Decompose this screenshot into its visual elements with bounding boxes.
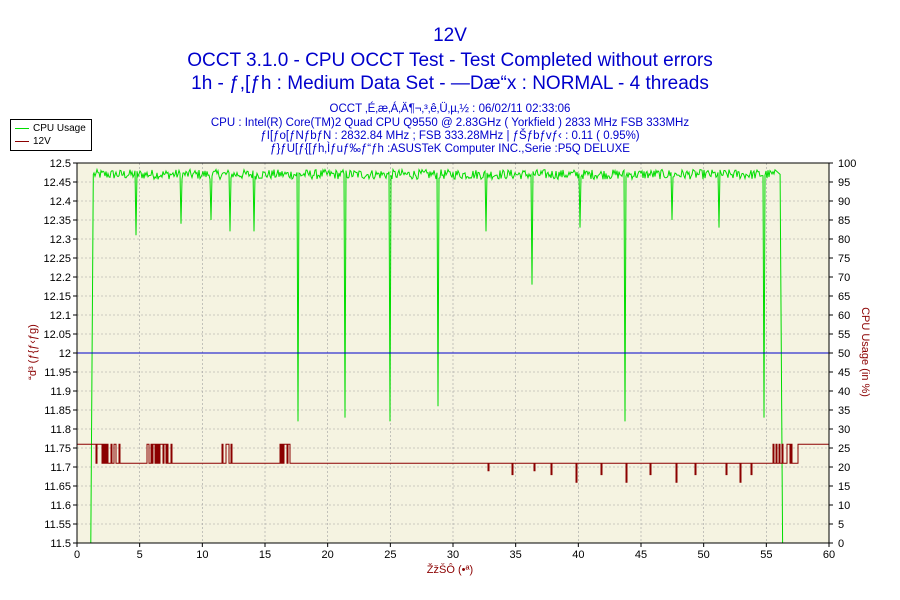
- y-right-tick-label: 85: [838, 215, 850, 227]
- y-right-tick-label: 90: [838, 196, 850, 208]
- x-tick-label: 20: [322, 549, 334, 561]
- y-right-tick-label: 95: [838, 177, 850, 189]
- plot-frame: [76, 162, 830, 544]
- series-line-12v: [77, 443, 829, 483]
- cpu-info-line: CPU : Intel(R) Core(TM)2 Quad CPU Q9550 …: [210, 117, 690, 129]
- y-left-tick-label: 11.95: [44, 367, 71, 379]
- y-left-tick-label: 12.5: [50, 158, 71, 170]
- legend-swatch-12v: [15, 140, 29, 142]
- x-tick-label: 30: [447, 549, 459, 561]
- y-right-tick-label: 15: [838, 481, 850, 493]
- y-right-tick-label: 0: [838, 538, 844, 550]
- x-tick-label: 25: [384, 549, 396, 561]
- test-summary-line: OCCT 3.1.0 - CPU OCCT Test - Test Comple…: [187, 50, 713, 71]
- y-left-tick-label: 11.85: [44, 405, 71, 417]
- y-left-tick-label: 12.15: [43, 291, 71, 303]
- y-left-tick-label: 11.55: [44, 519, 71, 531]
- y-axis-right-label: CPU Usage (in %): [859, 307, 871, 397]
- y-right-tick-label: 80: [838, 234, 850, 246]
- y-right-tick-label: 100: [838, 158, 856, 170]
- y-right-tick-label: 10: [838, 500, 850, 512]
- chart-title: 12V: [433, 25, 467, 46]
- y-right-tick-label: 25: [838, 443, 850, 455]
- y-left-tick-label: 12.4: [50, 196, 71, 208]
- y-left-tick-label: 12.05: [43, 329, 71, 341]
- legend-label: 12V: [33, 136, 51, 147]
- series-line-cpu-usage: [87, 167, 829, 544]
- legend-swatch-cpu: [15, 127, 29, 129]
- y-right-tick-label: 5: [838, 519, 844, 531]
- y-left-tick-label: 11.6: [50, 500, 71, 512]
- y-left-tick-label: 12.1: [50, 310, 71, 322]
- legend: CPU Usage 12V: [10, 119, 92, 151]
- y-right-tick-label: 75: [838, 253, 850, 265]
- x-tick-label: 35: [510, 549, 522, 561]
- x-tick-label: 5: [137, 549, 143, 561]
- x-tick-label: 60: [823, 549, 835, 561]
- motherboard-info-line: ƒ}ƒU[ƒ{[ƒh‚Ìƒuƒ‰ƒ“ƒh :ASUSTeK Computer I…: [270, 143, 630, 155]
- x-tick-label: 0: [74, 549, 80, 561]
- y-left-tick-label: 11.75: [44, 443, 71, 455]
- y-left-tick-label: 12.2: [50, 272, 71, 284]
- x-tick-label: 15: [259, 549, 271, 561]
- y-left-tick-label: 12.3: [50, 234, 71, 246]
- x-tick-label: 10: [196, 549, 208, 561]
- y-right-tick-label: 30: [838, 424, 850, 436]
- y-left-tick-label: 11.5: [50, 538, 71, 550]
- y-left-tick-label: 12.25: [43, 253, 71, 265]
- y-left-tick-label: 12.45: [43, 177, 71, 189]
- generated-date-line: OCCT ‚É‚æ‚Á‚Ä¶¬‚³‚ê‚Ü‚µ‚½ : 06/02/11 02:…: [329, 103, 571, 115]
- y-right-tick-label: 65: [838, 291, 850, 303]
- y-right-tick-label: 20: [838, 462, 850, 474]
- x-tick-label: 40: [572, 549, 584, 561]
- test-settings-line: 1h - ƒ,[ƒh : Medium Data Set - —Dæ“x : N…: [191, 73, 709, 94]
- legend-item-12v: 12V: [15, 135, 51, 148]
- y-left-tick-label: 11.8: [50, 424, 71, 436]
- y-right-tick-label: 60: [838, 310, 850, 322]
- y-left-tick-label: 11.7: [50, 462, 71, 474]
- y-right-tick-label: 45: [838, 367, 850, 379]
- y-left-tick-label: 12.35: [43, 215, 71, 227]
- x-tick-label: 50: [698, 549, 710, 561]
- y-left-tick-label: 11.65: [44, 481, 71, 493]
- legend-label: CPU Usage: [33, 123, 86, 134]
- y-right-tick-label: 55: [838, 329, 850, 341]
- x-tick-label: 55: [760, 549, 772, 561]
- y-right-tick-label: 70: [838, 272, 850, 284]
- x-axis-label: ŽžŠÔ (•ª): [427, 563, 473, 576]
- y-right-tick-label: 40: [838, 386, 850, 398]
- y-left-tick-label: 12: [59, 348, 71, 360]
- legend-item-cpu-usage: CPU Usage: [15, 122, 86, 135]
- overclock-info-line: ƒI[ƒo[ƒNƒbƒN : 2832.84 MHz ; FSB 333.28M…: [260, 130, 640, 142]
- x-tick-label: 45: [635, 549, 647, 561]
- y-right-tick-label: 35: [838, 405, 850, 417]
- y-axis-left-label: “d³ (ƒ{ƒ‹ƒg): [27, 324, 39, 380]
- y-left-tick-label: 11.9: [50, 386, 71, 398]
- y-right-tick-label: 50: [838, 348, 850, 360]
